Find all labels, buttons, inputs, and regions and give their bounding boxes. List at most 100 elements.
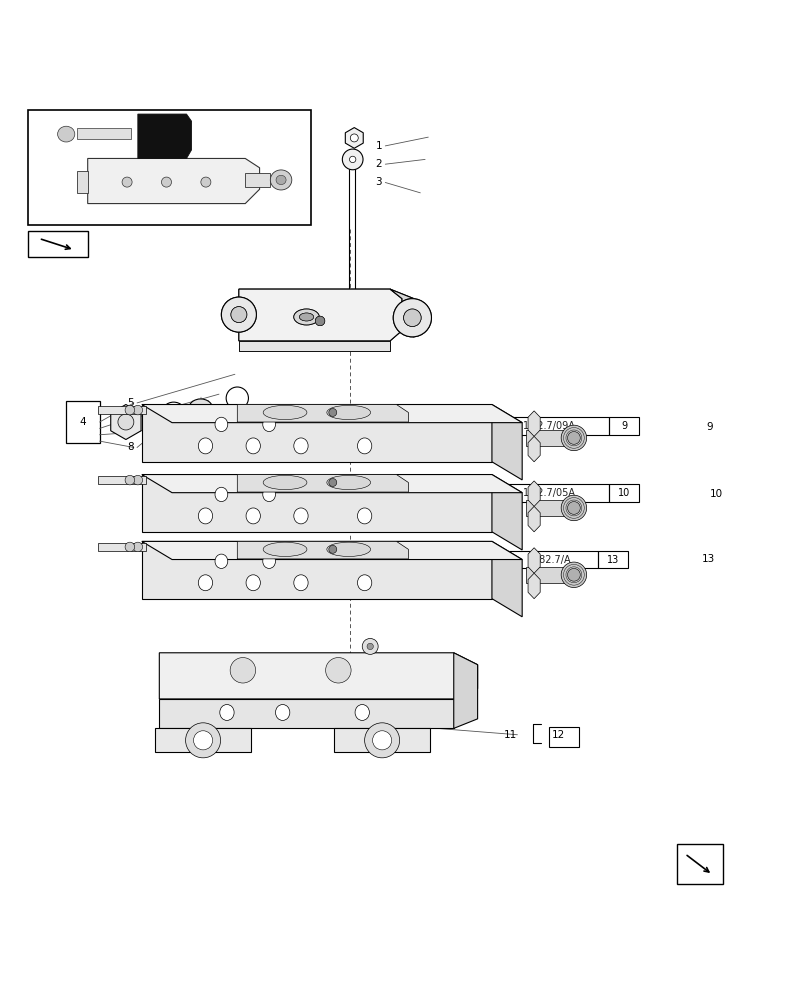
Text: 1.82.7/05A: 1.82.7/05A <box>522 488 575 498</box>
Polygon shape <box>110 405 141 440</box>
Polygon shape <box>491 541 521 617</box>
Circle shape <box>125 542 135 552</box>
Ellipse shape <box>270 170 291 190</box>
Circle shape <box>328 408 337 416</box>
Ellipse shape <box>354 705 369 720</box>
Ellipse shape <box>198 438 212 454</box>
Text: 12: 12 <box>551 730 564 740</box>
Polygon shape <box>142 541 521 560</box>
Polygon shape <box>237 541 408 559</box>
Circle shape <box>393 299 431 337</box>
Ellipse shape <box>326 405 370 420</box>
Ellipse shape <box>263 542 307 556</box>
Text: 11: 11 <box>504 730 517 740</box>
Ellipse shape <box>220 705 234 720</box>
Ellipse shape <box>326 542 370 556</box>
Polygon shape <box>527 436 539 462</box>
Polygon shape <box>527 548 539 573</box>
Polygon shape <box>77 171 88 193</box>
Polygon shape <box>245 173 270 187</box>
Polygon shape <box>526 500 573 516</box>
Polygon shape <box>345 128 363 148</box>
Circle shape <box>328 545 337 553</box>
Polygon shape <box>142 541 491 599</box>
Polygon shape <box>527 481 539 506</box>
Polygon shape <box>142 405 521 423</box>
Text: 1.82.7/A: 1.82.7/A <box>530 555 570 565</box>
Polygon shape <box>453 653 477 728</box>
Polygon shape <box>238 289 401 341</box>
Ellipse shape <box>294 508 307 524</box>
Polygon shape <box>237 475 408 492</box>
Bar <box>597 551 627 568</box>
Circle shape <box>221 297 256 332</box>
Ellipse shape <box>263 487 275 502</box>
Circle shape <box>325 658 350 683</box>
Text: 13: 13 <box>606 555 618 565</box>
Polygon shape <box>142 475 491 532</box>
Ellipse shape <box>215 417 227 432</box>
Text: 6: 6 <box>127 412 134 422</box>
Circle shape <box>230 307 247 323</box>
Bar <box>548 727 579 747</box>
Text: 10: 10 <box>617 488 629 498</box>
Text: 9: 9 <box>705 422 712 432</box>
Polygon shape <box>527 411 539 436</box>
Circle shape <box>567 502 580 514</box>
Circle shape <box>349 156 355 163</box>
Ellipse shape <box>188 399 212 418</box>
Text: 1: 1 <box>375 141 382 151</box>
Text: 8: 8 <box>127 442 134 452</box>
Polygon shape <box>527 506 539 532</box>
Circle shape <box>362 638 378 654</box>
Bar <box>489 484 608 502</box>
Polygon shape <box>334 728 429 752</box>
Ellipse shape <box>198 575 212 591</box>
Polygon shape <box>155 728 251 752</box>
Circle shape <box>350 134 358 142</box>
Circle shape <box>186 723 221 758</box>
Circle shape <box>567 568 580 581</box>
Circle shape <box>560 425 586 451</box>
Ellipse shape <box>299 313 313 321</box>
Circle shape <box>367 643 373 650</box>
Polygon shape <box>238 341 389 351</box>
Circle shape <box>372 731 391 750</box>
Text: 3: 3 <box>375 177 382 187</box>
Circle shape <box>315 316 324 326</box>
Polygon shape <box>98 476 146 484</box>
Ellipse shape <box>198 508 212 524</box>
Ellipse shape <box>246 438 260 454</box>
Circle shape <box>403 309 421 327</box>
Polygon shape <box>527 573 539 599</box>
Ellipse shape <box>294 309 319 325</box>
Ellipse shape <box>58 126 75 142</box>
Circle shape <box>230 307 247 323</box>
Polygon shape <box>138 114 191 158</box>
Text: 1.82.7/09A: 1.82.7/09A <box>522 421 575 431</box>
Circle shape <box>315 316 324 326</box>
Polygon shape <box>142 475 521 493</box>
Bar <box>67 401 100 443</box>
Polygon shape <box>88 158 260 204</box>
Circle shape <box>567 432 580 444</box>
Text: 7: 7 <box>127 427 134 437</box>
Ellipse shape <box>263 417 275 432</box>
Circle shape <box>122 177 132 187</box>
Ellipse shape <box>263 475 307 490</box>
Bar <box>489 417 608 435</box>
Circle shape <box>193 731 212 750</box>
Circle shape <box>342 149 363 170</box>
Ellipse shape <box>299 313 313 321</box>
Polygon shape <box>526 567 573 583</box>
Bar <box>28 110 310 225</box>
Circle shape <box>560 562 586 588</box>
Circle shape <box>221 297 256 332</box>
Circle shape <box>133 405 143 415</box>
Polygon shape <box>238 341 389 351</box>
Polygon shape <box>98 406 146 414</box>
Bar <box>608 417 638 435</box>
Circle shape <box>133 542 143 552</box>
Polygon shape <box>491 475 521 550</box>
Circle shape <box>161 177 171 187</box>
